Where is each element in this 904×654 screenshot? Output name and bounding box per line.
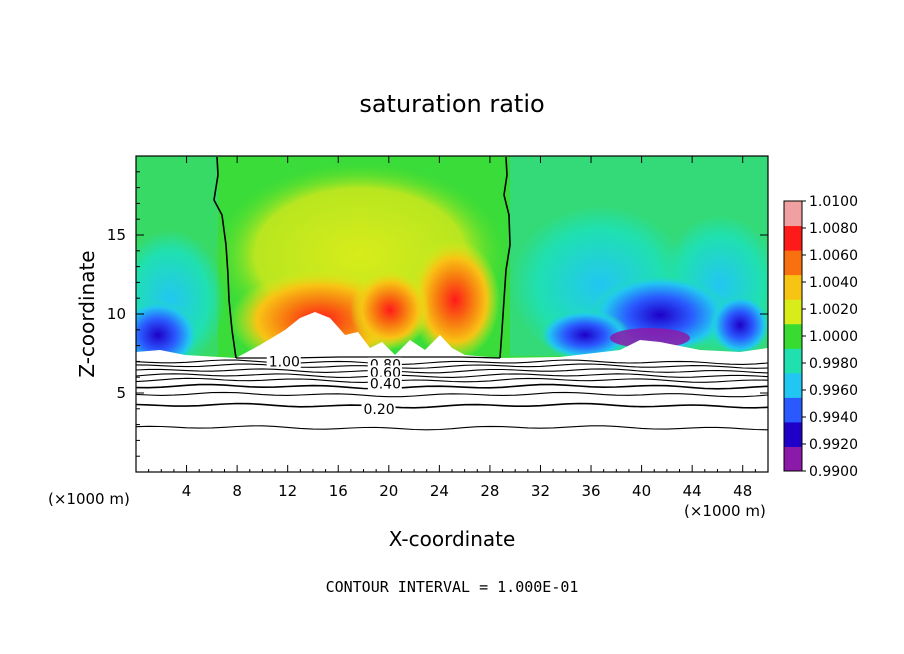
colorbar (783, 200, 803, 472)
z-tick-label: 10 (107, 305, 126, 323)
x-axis-ticks: 4 8 12 16 20 24 28 32 36 40 44 48 (148, 156, 756, 500)
saturation-field (136, 156, 768, 472)
colorbar-tick-label: 1.0000 (809, 329, 858, 345)
x-tick-label: 12 (278, 482, 297, 500)
contour-label-bg (367, 376, 402, 391)
contour-line-0.1 (135, 425, 769, 431)
x-tick-label: 20 (379, 482, 398, 500)
x-tick-label: 24 (430, 482, 449, 500)
colorbar-tick-label: 1.0040 (809, 275, 858, 291)
field-center-warm-3 (350, 270, 430, 350)
z-tick-label: 15 (107, 226, 126, 244)
colorbar-swatch (784, 421, 802, 447)
colorbar-swatch (784, 323, 802, 349)
field-right-purple (610, 328, 690, 348)
contour-lines (135, 359, 769, 431)
contour-line-0.9 (135, 359, 769, 365)
colorbar-swatch (784, 225, 802, 251)
colorbar-tick-label: 0.9920 (809, 437, 858, 453)
field-center-warm-2 (410, 240, 500, 360)
x-tick-label: 48 (733, 482, 752, 500)
contour-line-0.7 (135, 368, 769, 374)
contour-label-bg (361, 401, 396, 416)
contour-line-0.8 (135, 363, 769, 369)
x-unit-left: (×1000 m) (48, 490, 130, 508)
x-tick-label: 36 (581, 482, 600, 500)
field-right-blue-2 (540, 310, 630, 360)
colorbar-tick-label: 1.0060 (809, 248, 858, 264)
contour-label-bg (367, 365, 402, 380)
boundary-line-right (499, 156, 511, 359)
colorbar-tick-label: 1.0080 (809, 221, 858, 237)
x-axis-label: X-coordinate (389, 527, 516, 551)
colorbar-swatch (784, 201, 802, 227)
x-tick-label: 8 (232, 482, 242, 500)
x-tick-label: 16 (329, 482, 348, 500)
z-axis-ticks: 5 10 15 (107, 171, 768, 457)
colorbar-swatch (784, 397, 802, 423)
colorbar-swatch (784, 372, 802, 398)
x-tick-label: 32 (531, 482, 550, 500)
contour-line-0.5 (135, 377, 769, 383)
contour-label-bg (266, 354, 301, 369)
x-unit-right: (×1000 m) (684, 502, 766, 520)
x-tick-label: 44 (683, 482, 702, 500)
subsaturated-region (136, 312, 768, 472)
colorbar-tick-label: 0.9940 (809, 410, 858, 426)
z-tick-label: 5 (116, 384, 126, 402)
colorbar-swatch (784, 250, 802, 276)
colorbar-tick-label: 1.0020 (809, 302, 858, 318)
contour-line-0.2 (135, 402, 769, 409)
colorbar-tick-label: 0.9900 (809, 464, 858, 480)
contour-line-0.4 (135, 383, 769, 390)
contour-line-0.6 (135, 373, 769, 378)
chart-title: saturation ratio (359, 90, 544, 118)
x-tick-label: 4 (182, 482, 192, 500)
boundary-line-left (213, 156, 237, 359)
z-axis-label: Z-coordinate (75, 250, 99, 377)
colorbar-swatch (784, 274, 802, 300)
contour-label: 0.40 (370, 377, 401, 393)
colorbar-swatch (784, 299, 802, 325)
contour-labels: 1.000.800.600.400.20 (266, 354, 402, 418)
colorbar-tick-label: 1.0100 (809, 194, 858, 210)
x-tick-label: 28 (480, 482, 499, 500)
x-tick-label: 40 (632, 482, 651, 500)
contour-line-0.3 (135, 391, 769, 398)
colorbar-swatch (784, 348, 802, 374)
colorbar-tick-label: 0.9980 (809, 356, 858, 372)
contour-interval-note: CONTOUR INTERVAL = 1.000E-01 (326, 578, 579, 596)
colorbar-labels: 0.9900 0.9920 0.9940 0.9960 0.9980 1.0000 1.00… (802, 194, 858, 480)
contour-label: 1.00 (269, 354, 300, 370)
colorbar-swatch (784, 446, 802, 472)
colorbar-tick-label: 0.9960 (809, 383, 858, 399)
contour-label: 0.20 (364, 402, 395, 418)
field-right-blue-3 (710, 295, 768, 355)
